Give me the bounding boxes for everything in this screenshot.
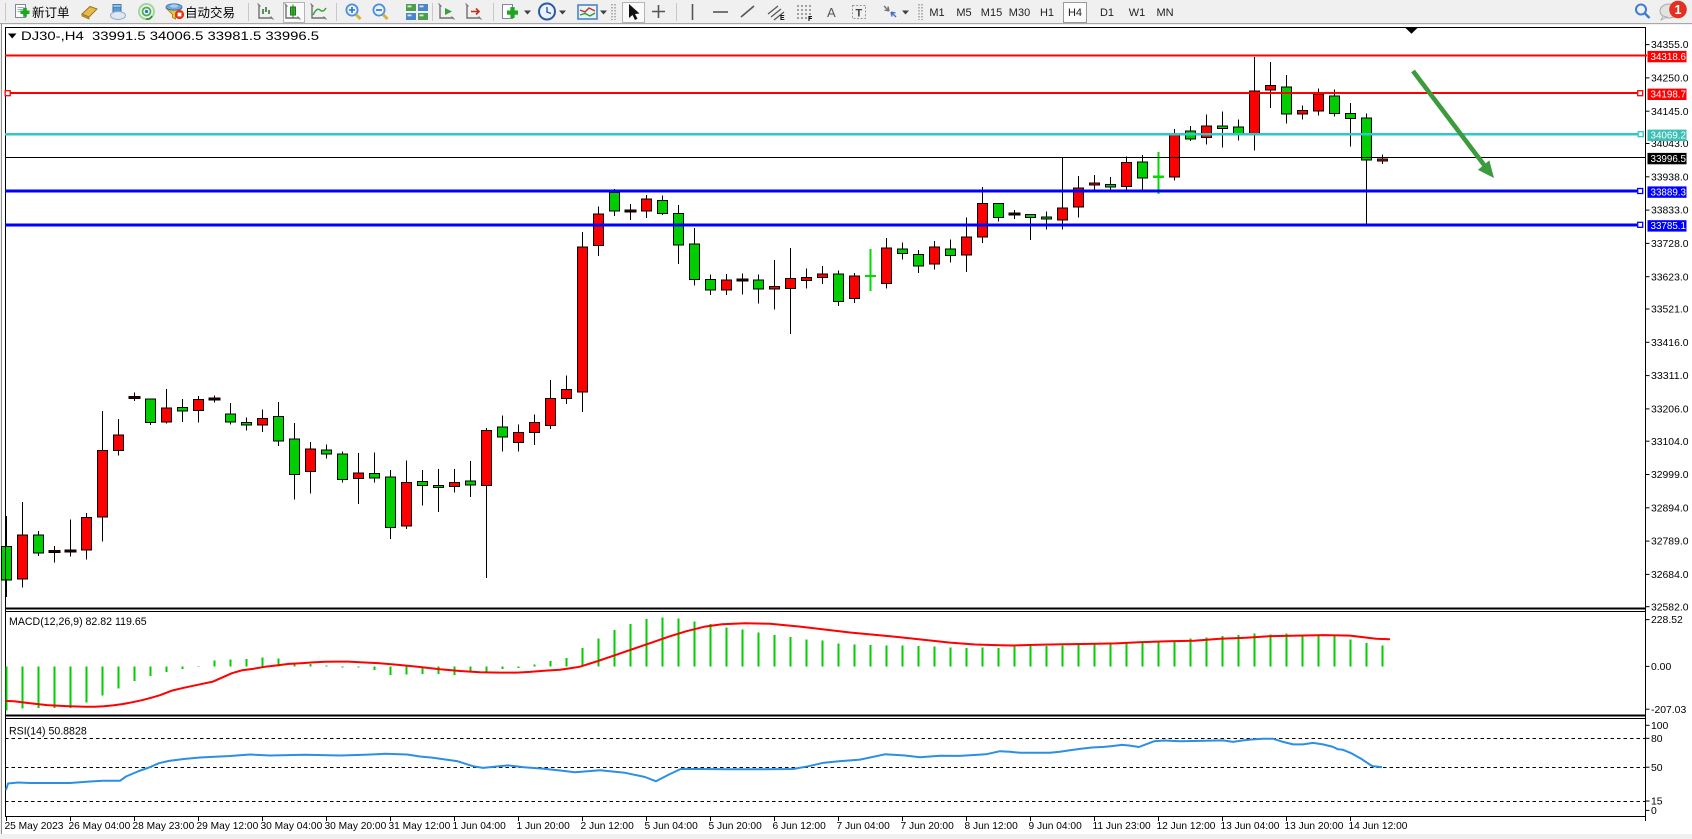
svg-text:12 Jun 12:00: 12 Jun 12:00	[1157, 821, 1216, 832]
svg-text:15: 15	[1651, 797, 1663, 808]
svg-text:H1: H1	[1040, 7, 1054, 19]
svg-text:13 Jun 20:00: 13 Jun 20:00	[1285, 821, 1344, 832]
svg-text:32894.0: 32894.0	[1651, 503, 1689, 514]
svg-text:33521.0: 33521.0	[1651, 305, 1689, 316]
svg-text:33833.0: 33833.0	[1651, 206, 1689, 217]
svg-text:D1: D1	[1100, 7, 1114, 19]
svg-text:30 May 20:00: 30 May 20:00	[325, 821, 387, 832]
svg-text:11 Jun 23:00: 11 Jun 23:00	[1093, 821, 1151, 832]
svg-text:34145.0: 34145.0	[1651, 107, 1689, 118]
svg-text:RSI(14) 50.8828: RSI(14) 50.8828	[9, 726, 87, 738]
svg-text:1 Jun 20:00: 1 Jun 20:00	[517, 821, 571, 832]
svg-text:8 Jun 12:00: 8 Jun 12:00	[965, 821, 1019, 832]
svg-text:33104.0: 33104.0	[1651, 437, 1689, 448]
svg-text:MACD(12,26,9) 82.82 119.65: MACD(12,26,9) 82.82 119.65	[9, 616, 147, 628]
svg-text:M5: M5	[956, 7, 971, 19]
svg-text:M30: M30	[1009, 7, 1030, 19]
svg-text:34198.7: 34198.7	[1651, 90, 1687, 101]
svg-text:7 Jun 04:00: 7 Jun 04:00	[837, 821, 891, 832]
svg-text:34355.0: 34355.0	[1651, 40, 1689, 51]
svg-text:33728.0: 33728.0	[1651, 239, 1689, 250]
svg-text:32582.0: 32582.0	[1651, 602, 1689, 613]
svg-text:MN: MN	[1156, 7, 1173, 19]
svg-text:31 May 12:00: 31 May 12:00	[389, 821, 451, 832]
svg-text:1: 1	[1675, 3, 1682, 17]
svg-text:25 May 2023: 25 May 2023	[5, 821, 64, 832]
svg-text:26 May 04:00: 26 May 04:00	[69, 821, 131, 832]
svg-text:1 Jun 04:00: 1 Jun 04:00	[453, 821, 507, 832]
svg-text:32999.0: 32999.0	[1651, 470, 1689, 481]
svg-text:228.52: 228.52	[1651, 615, 1683, 626]
svg-text:34043.0: 34043.0	[1651, 139, 1689, 150]
svg-text:9 Jun 04:00: 9 Jun 04:00	[1029, 821, 1083, 832]
svg-text:28 May 23:00: 28 May 23:00	[133, 821, 195, 832]
svg-text:80: 80	[1651, 734, 1663, 745]
svg-text:5 Jun 04:00: 5 Jun 04:00	[645, 821, 699, 832]
svg-text:34318.6: 34318.6	[1651, 52, 1687, 63]
svg-text:F: F	[808, 16, 813, 23]
svg-text:新订单: 新订单	[32, 5, 70, 20]
svg-text:A: A	[827, 5, 836, 20]
svg-text:T: T	[856, 8, 863, 20]
svg-text:W1: W1	[1129, 7, 1146, 19]
svg-text:H4: H4	[1068, 7, 1082, 19]
svg-text:29 May 12:00: 29 May 12:00	[197, 821, 259, 832]
svg-text:34250.0: 34250.0	[1651, 74, 1689, 85]
svg-text:自动交易: 自动交易	[185, 5, 235, 20]
svg-text:7 Jun 20:00: 7 Jun 20:00	[901, 821, 955, 832]
svg-text:32789.0: 32789.0	[1651, 537, 1689, 548]
svg-text:50: 50	[1651, 763, 1663, 774]
svg-text:33938.0: 33938.0	[1651, 172, 1689, 183]
svg-text:32684.0: 32684.0	[1651, 570, 1689, 581]
svg-text:2 Jun 12:00: 2 Jun 12:00	[581, 821, 635, 832]
svg-text:M1: M1	[929, 7, 944, 19]
svg-text:E: E	[780, 15, 785, 22]
svg-text:13 Jun 04:00: 13 Jun 04:00	[1221, 821, 1280, 832]
svg-text:M15: M15	[981, 7, 1002, 19]
svg-text:100: 100	[1651, 721, 1669, 732]
svg-text:30 May 04:00: 30 May 04:00	[261, 821, 323, 832]
svg-text:5 Jun 20:00: 5 Jun 20:00	[709, 821, 763, 832]
svg-text:14 Jun 12:00: 14 Jun 12:00	[1349, 821, 1408, 832]
svg-text:DJ30-,H4 33991.5 34006.5 3398: DJ30-,H4 33991.5 34006.5 33981.5 33996.5	[21, 29, 319, 43]
svg-text:33311.0: 33311.0	[1651, 371, 1689, 382]
svg-text:33785.1: 33785.1	[1651, 221, 1687, 232]
svg-text:34069.2: 34069.2	[1651, 131, 1687, 142]
svg-text:-207.03: -207.03	[1651, 705, 1686, 716]
svg-text:33996.5: 33996.5	[1651, 154, 1687, 165]
svg-text:33623.0: 33623.0	[1651, 272, 1689, 283]
svg-text:33889.3: 33889.3	[1651, 187, 1687, 198]
svg-text:0.00: 0.00	[1651, 662, 1671, 673]
svg-text:0: 0	[1651, 806, 1657, 817]
svg-text:33416.0: 33416.0	[1651, 338, 1689, 349]
svg-text:6 Jun 12:00: 6 Jun 12:00	[773, 821, 827, 832]
svg-text:33206.0: 33206.0	[1651, 405, 1689, 416]
